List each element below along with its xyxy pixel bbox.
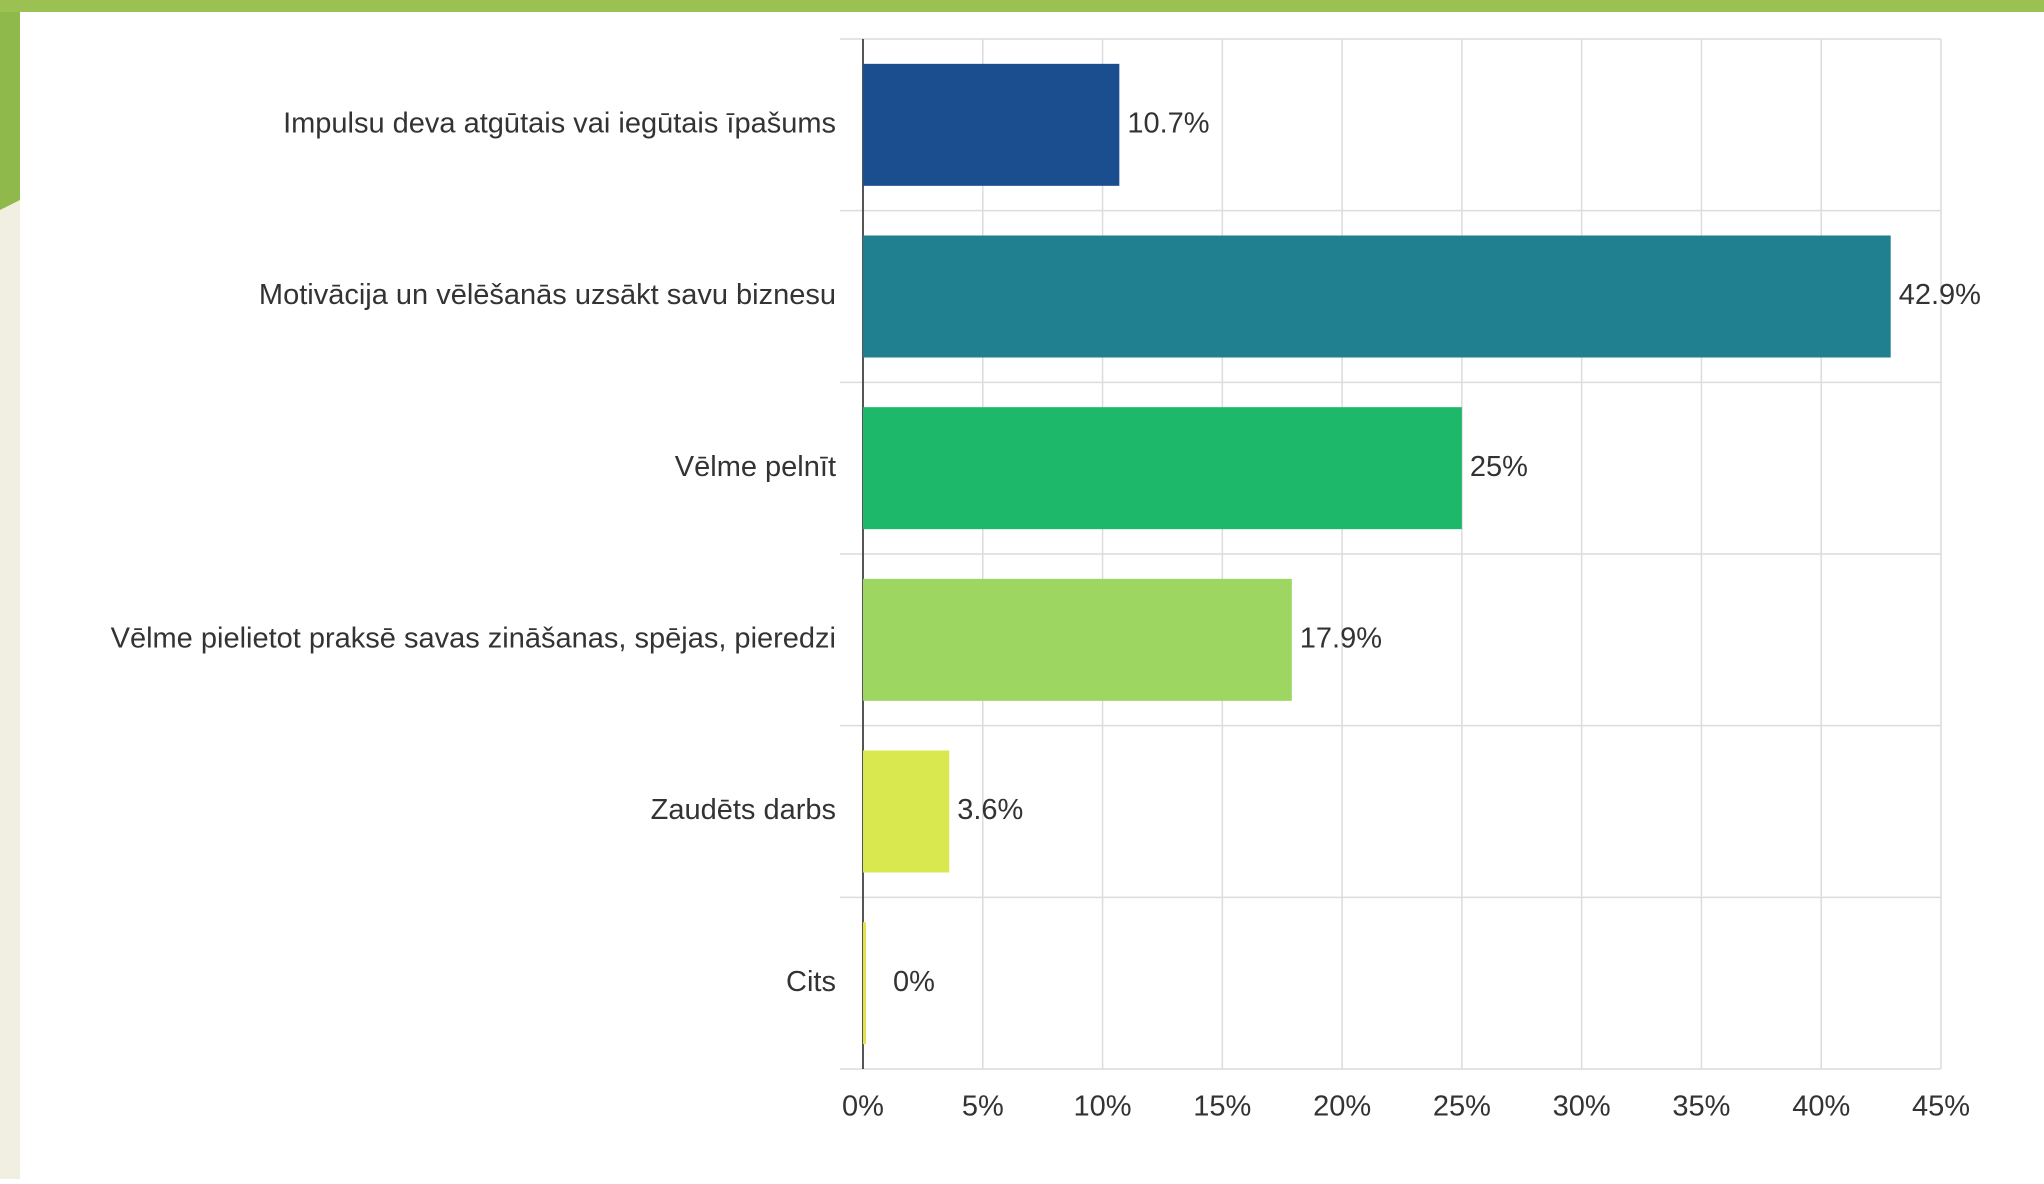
y-tick-label: Cits [786,966,836,998]
bar [863,407,1462,530]
x-tick-label: 30% [1553,1091,1611,1123]
bar [863,922,866,1045]
bar [863,63,1120,186]
y-tick-label: Zaudēts darbs [651,794,836,826]
y-tick-label: Motivācija un vēlēšanās uzsākt savu bizn… [259,279,836,311]
x-tick-label: 10% [1074,1091,1132,1123]
top-band [0,0,2044,12]
value-label: 10.7% [1127,107,1209,139]
left-strip [0,0,20,1179]
value-label: 3.6% [957,794,1023,826]
bar [863,750,950,873]
x-tick-label: 45% [1912,1091,1970,1123]
y-tick-label: Vēlme pelnīt [675,451,836,483]
bar [863,578,1292,701]
x-tick-label: 35% [1672,1091,1730,1123]
value-label: 17.9% [1300,622,1382,654]
y-tick-label: Vēlme pielietot praksē savas zināšanas, … [111,622,836,654]
x-tick-label: 20% [1313,1091,1371,1123]
value-label: 25% [1470,451,1528,483]
y-tick-label: Impulsu deva atgūtais vai iegūtais īpašu… [283,107,836,139]
x-tick-label: 5% [962,1091,1004,1123]
value-label: 0% [893,966,935,998]
bar [863,235,1891,358]
x-tick-label: 25% [1433,1091,1491,1123]
value-label: 42.9% [1899,279,1981,311]
corner-accent [0,0,20,210]
x-tick-label: 0% [842,1091,884,1123]
x-tick-label: 15% [1193,1091,1251,1123]
x-tick-label: 40% [1792,1091,1850,1123]
